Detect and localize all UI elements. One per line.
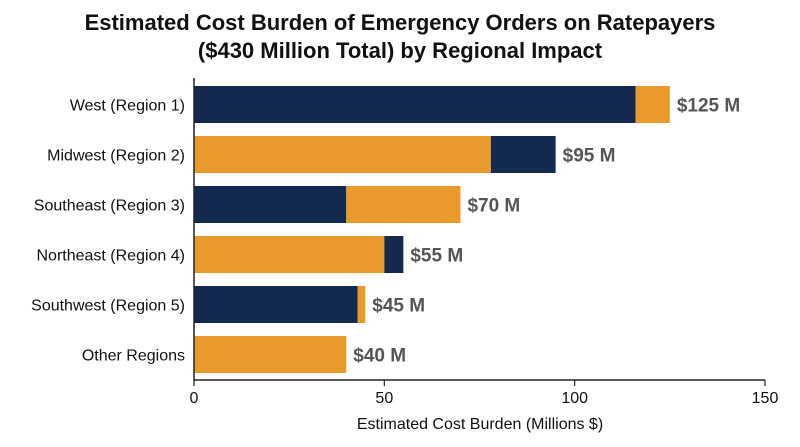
value-label: $45 M	[372, 296, 425, 317]
chart-title-line-1: Estimated Cost Burden of Emergency Order…	[84, 10, 716, 35]
bar-segment	[357, 286, 366, 323]
x-tick-label: 100	[561, 390, 588, 407]
category-label: Other Regions	[82, 348, 185, 365]
bar-segment	[194, 336, 347, 373]
bar-segment	[635, 86, 670, 123]
category-label: Southeast (Region 3)	[34, 198, 185, 215]
bar-segment	[346, 186, 461, 223]
bar-segment	[194, 86, 636, 123]
ticks-layer: 0 50 100 150	[190, 380, 779, 407]
value-label: $95 M	[563, 146, 616, 167]
x-tick-label: 0	[190, 390, 199, 407]
chart-title-line-2: ($430 Million Total) by Regional Impact	[197, 38, 603, 63]
value-label: $55 M	[410, 246, 463, 267]
x-axis-title: Estimated Cost Burden (Millions $)	[357, 416, 603, 433]
value-label: $40 M	[353, 346, 406, 367]
bar-segment	[384, 236, 404, 273]
bar-segment	[490, 136, 556, 173]
bars-layer	[194, 86, 670, 373]
category-label: Southwest (Region 5)	[31, 298, 185, 315]
bar-segment	[194, 186, 347, 223]
category-label: West (Region 1)	[70, 98, 185, 115]
x-tick-label: 50	[375, 390, 393, 407]
bar-segment	[194, 286, 358, 323]
category-label: Midwest (Region 2)	[47, 148, 185, 165]
bar-segment	[194, 136, 491, 173]
x-tick-label: 150	[752, 390, 779, 407]
category-label: Northeast (Region 4)	[36, 248, 185, 265]
bar-segment	[194, 236, 385, 273]
value-label: $125 M	[677, 96, 740, 117]
labels-layer: West (Region 1) $125 M Midwest (Region 2) $…	[31, 96, 740, 367]
value-label: $70 M	[467, 196, 520, 217]
